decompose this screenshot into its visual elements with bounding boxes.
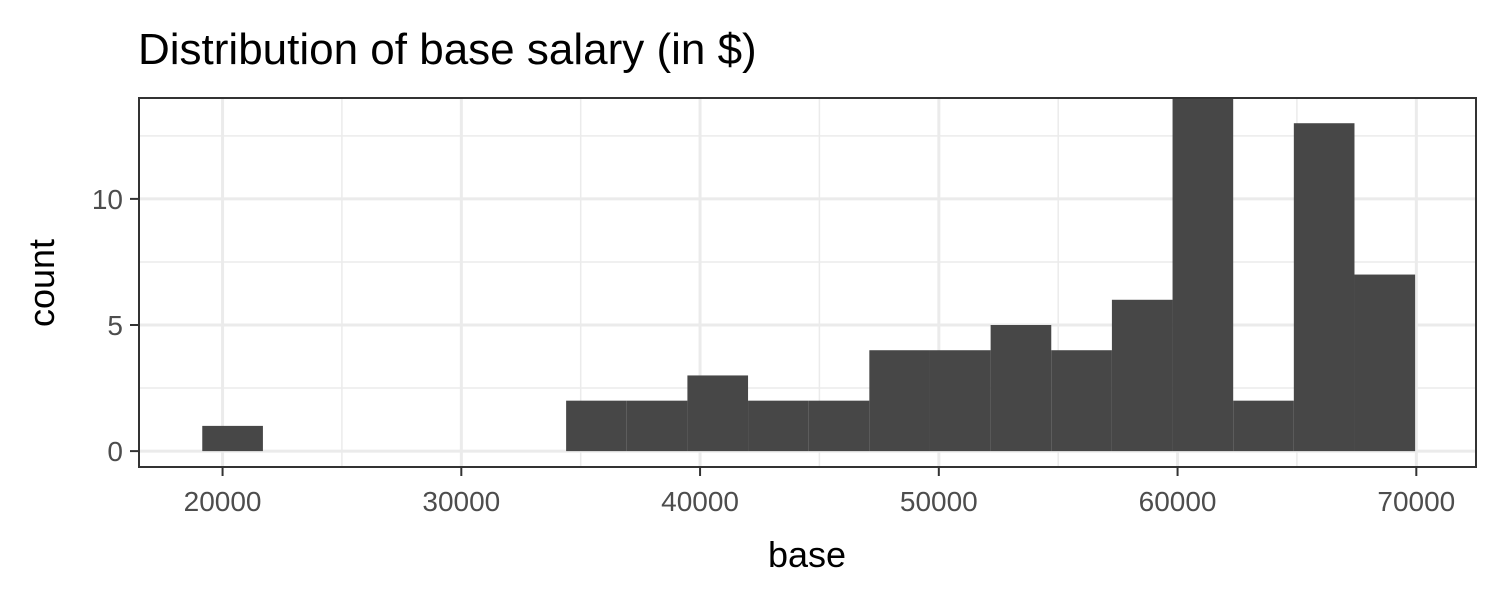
x-tick-label-4: 60000 bbox=[1139, 486, 1217, 517]
panel-border bbox=[138, 97, 1477, 468]
y-axis-title: count bbox=[21, 239, 62, 327]
y-tick-label-0: 0 bbox=[107, 436, 123, 467]
histogram-bar-12 bbox=[929, 350, 991, 452]
y-tick-label-2: 10 bbox=[92, 184, 123, 215]
histogram-bar-7 bbox=[626, 400, 688, 452]
histogram-bars bbox=[202, 98, 1416, 452]
histogram-bar-6 bbox=[566, 400, 627, 452]
x-axis-ticks: 20000 30000 40000 50000 60000 70000 bbox=[184, 467, 1455, 517]
x-axis-title: base bbox=[768, 534, 846, 575]
histogram-bar-9 bbox=[748, 400, 809, 452]
chart-title: Distribution of base salary (in $) bbox=[138, 25, 757, 74]
histogram-bar-13 bbox=[990, 324, 1052, 452]
x-tick-label-5: 70000 bbox=[1377, 486, 1455, 517]
histogram-bar-0 bbox=[202, 425, 263, 452]
y-axis-ticks: 0 5 10 bbox=[92, 184, 139, 467]
x-tick-label-3: 50000 bbox=[900, 486, 978, 517]
histogram-bar-17 bbox=[1233, 400, 1294, 452]
y-tick-label-1: 5 bbox=[107, 310, 123, 341]
x-tick-label-0: 20000 bbox=[184, 486, 262, 517]
histogram-bar-14 bbox=[1051, 350, 1112, 452]
x-tick-label-2: 40000 bbox=[661, 486, 739, 517]
histogram-bar-18 bbox=[1293, 123, 1355, 452]
histogram-bar-19 bbox=[1354, 274, 1416, 452]
histogram-bar-10 bbox=[808, 400, 870, 452]
x-tick-label-1: 30000 bbox=[422, 486, 500, 517]
histogram-bar-11 bbox=[869, 350, 930, 452]
histogram-bar-15 bbox=[1111, 299, 1173, 452]
histogram-bar-16 bbox=[1172, 98, 1234, 452]
histogram-bar-8 bbox=[687, 375, 749, 452]
